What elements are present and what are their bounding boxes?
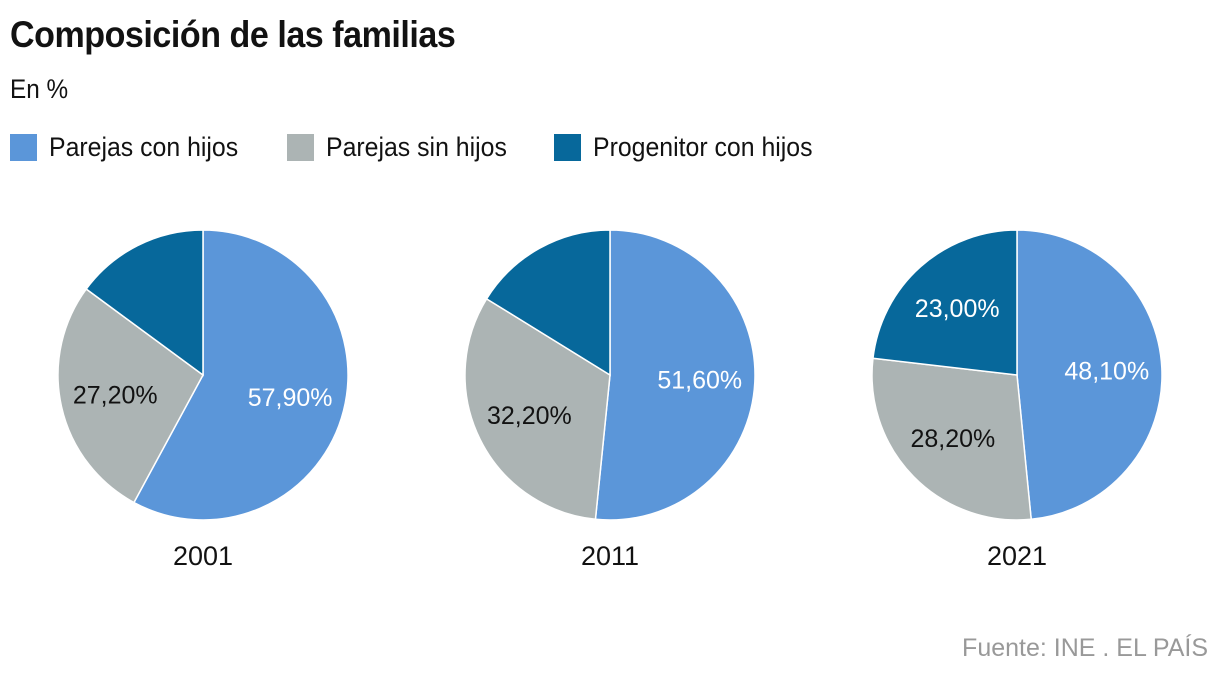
pie-slice-progenitor-con-hijos [485, 229, 611, 377]
slice-data-label: 27,20% [73, 382, 158, 410]
legend-item-parejas-sin-hijos: Parejas sin hijos [286, 132, 523, 163]
pie-slice-progenitor-con-hijos [872, 229, 1018, 376]
pie-slice-parejas-sin-hijos [871, 357, 1033, 521]
slice-data-label: 51,60% [657, 367, 742, 395]
pie-slice-parejas-sin-hijos [464, 297, 611, 521]
pie-year-label: 2021 [987, 541, 1047, 571]
chart-subtitle: En % [10, 74, 69, 104]
legend-label: Parejas con hijos [49, 132, 239, 162]
pie-year-label: 2011 [581, 541, 639, 571]
legend-swatch [10, 134, 37, 161]
legend-label: Progenitor con hijos [593, 132, 813, 162]
pie-slice-progenitor-con-hijos [85, 229, 204, 377]
slice-data-label: 23,00% [915, 295, 1000, 323]
legend-item-progenitor-con-hijos: Progenitor con hijos [554, 132, 832, 163]
slice-data-label: 48,10% [1064, 358, 1149, 386]
legend-item-parejas-con-hijos: Parejas con hijos [10, 132, 255, 163]
pie-slice-parejas-con-hijos [132, 229, 349, 521]
legend-swatch [286, 134, 314, 161]
pie-2001: 57,90% 27,20% 2001 [57, 229, 349, 571]
pie-slice-parejas-sin-hijos [57, 287, 204, 504]
pie-2011: 51,60% 32,20% 2011 [464, 229, 756, 571]
pie-slice-parejas-con-hijos [1016, 229, 1163, 521]
legend-label: Parejas sin hijos [325, 132, 507, 162]
pie-2021: 48,10% 28,20% 23,00% 2021 [871, 229, 1163, 571]
pie-year-label: 2001 [173, 541, 233, 571]
legend: Parejas con hijos Parejas sin hijos Prog… [10, 132, 864, 163]
pie-slice-parejas-con-hijos [594, 229, 756, 521]
slice-data-label: 57,90% [248, 384, 333, 412]
slice-data-label: 28,20% [910, 425, 995, 453]
legend-swatch [554, 134, 582, 161]
chart-title: Composición de las familias [10, 14, 456, 55]
slice-data-label: 32,20% [487, 402, 572, 430]
source-note: Fuente: INE . EL PAÍS [962, 634, 1208, 662]
